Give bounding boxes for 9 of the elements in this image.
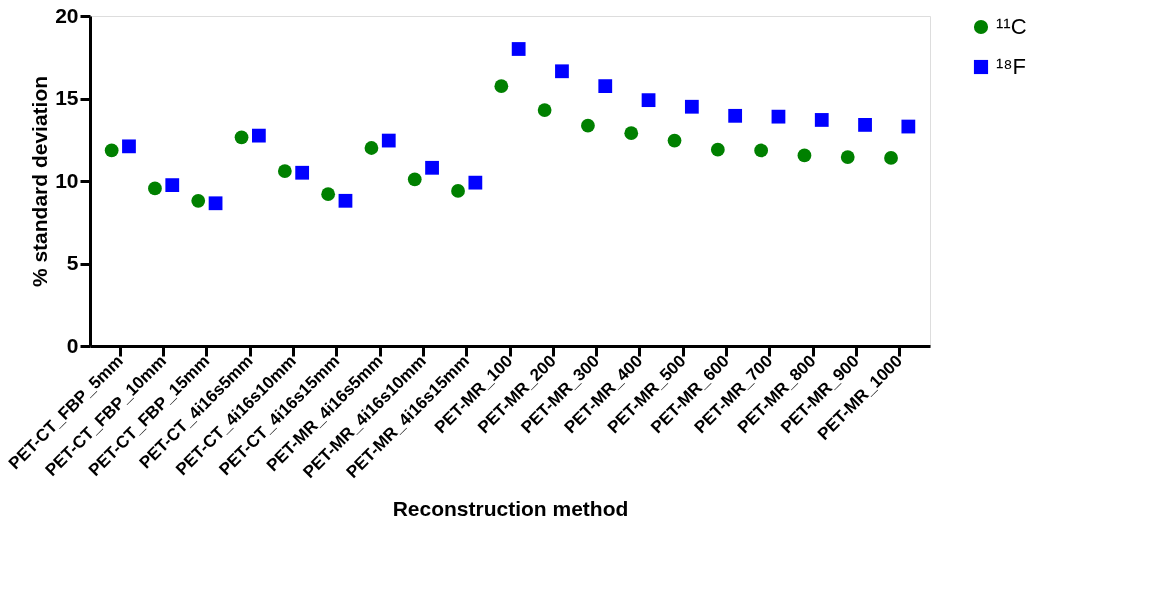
y-tick-label: 20 [55,3,79,27]
y-tick-label: 10 [55,168,79,192]
y-tick-label: 15 [55,86,79,109]
x-axis-title: Reconstruction method [392,497,629,521]
legend-label: ¹¹C [996,14,1027,39]
y-tick-label: 5 [66,251,79,274]
y-axis-title: % standard deviation [28,75,52,288]
legend-label: ¹⁸F [996,54,1027,79]
y-tick-label: 0 [66,333,79,357]
